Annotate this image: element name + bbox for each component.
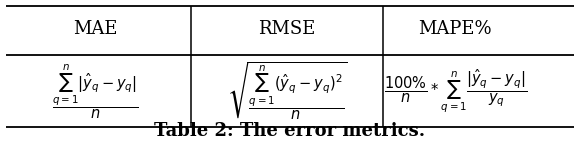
Text: MAE: MAE [74, 20, 118, 38]
Text: Table 2: The error metrics.: Table 2: The error metrics. [154, 122, 426, 140]
Text: $\sqrt{\dfrac{\sum_{q=1}^{n} (\hat{y}_q-y_q)^2}{n}}$: $\sqrt{\dfrac{\sum_{q=1}^{n} (\hat{y}_q-… [227, 60, 347, 122]
Text: RMSE: RMSE [259, 20, 316, 38]
Text: $\dfrac{100\%}{n} * \sum_{q=1}^{n} \dfrac{|\hat{y}_q-y_q|}{y_q}$: $\dfrac{100\%}{n} * \sum_{q=1}^{n} \dfra… [383, 68, 527, 115]
Text: $\dfrac{\sum_{q=1}^{n} |\hat{y}_q-y_q|}{n}$: $\dfrac{\sum_{q=1}^{n} |\hat{y}_q-y_q|}{… [52, 62, 139, 121]
Text: MAPE%: MAPE% [419, 20, 492, 38]
